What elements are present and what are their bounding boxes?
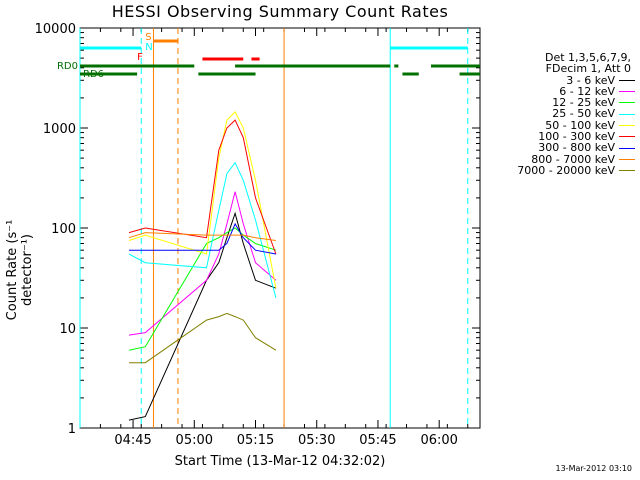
y-tick-label: 100 xyxy=(51,222,76,237)
y-tick-label: 1000 xyxy=(43,122,76,137)
x-tick-label: 04:45 xyxy=(114,433,151,448)
legend-item-label: 100 - 300 keV xyxy=(538,130,615,144)
legend-header-line-2: FDecim 1, Att 0 xyxy=(545,62,631,76)
legend-item-swatch xyxy=(619,79,635,81)
legend-item-swatch xyxy=(619,136,635,138)
legend-item: 300 - 800 keV xyxy=(505,141,635,155)
y-axis-label: Count Rate (s⁻¹ detector⁻¹) xyxy=(5,219,35,321)
series-line xyxy=(128,191,277,336)
rd0-flag-label: RD0 xyxy=(57,61,78,72)
legend: Det 1,3,5,6,7,9, FDecim 1, Att 0 3 - 6 k… xyxy=(505,52,635,176)
flare-flag-label: F xyxy=(137,52,143,63)
x-tick-label: 06:00 xyxy=(420,433,457,448)
legend-item-swatch xyxy=(619,91,635,93)
saa-flag-label: S xyxy=(145,32,151,43)
y-tick-label: 1 xyxy=(68,422,76,437)
legend-header-line-1: Det 1,3,5,6,7,9, xyxy=(544,51,631,64)
legend-item-label: 800 - 7000 keV xyxy=(531,152,615,166)
x-tick-label: 05:00 xyxy=(176,433,213,448)
legend-item: 50 - 100 keV xyxy=(505,118,635,132)
y-tick-label: 10000 xyxy=(35,22,76,37)
rd6-flag-label: RD6 xyxy=(83,69,104,80)
legend-item-swatch xyxy=(619,113,635,115)
legend-item-label: 25 - 50 keV xyxy=(552,107,615,121)
series-line xyxy=(128,111,277,289)
legend-item-swatch xyxy=(619,170,635,172)
series-line xyxy=(129,222,276,255)
legend-item-label: 50 - 100 keV xyxy=(545,118,615,132)
legend-item-label: 300 - 800 keV xyxy=(538,141,615,155)
x-tick-label: 05:30 xyxy=(298,433,335,448)
series-line xyxy=(128,227,277,351)
x-tick-label: 05:15 xyxy=(237,433,274,448)
legend-item-label: 7000 - 20000 keV xyxy=(517,163,615,177)
legend-item: 100 - 300 keV xyxy=(505,131,635,142)
x-axis-label: Start Time (13-Mar-12 04:32:02) xyxy=(174,454,386,469)
legend-item-label: 12 - 25 keV xyxy=(552,96,615,110)
series-line xyxy=(128,211,277,421)
legend-item: 3 - 6 keV xyxy=(505,73,635,87)
plot-frame xyxy=(79,27,481,429)
chart-title: HESSI Observing Summary Count Rates xyxy=(111,2,449,21)
y-tick-label: 10 xyxy=(59,322,76,337)
legend-item-swatch xyxy=(619,124,635,126)
series-line xyxy=(129,312,277,364)
series-line xyxy=(128,119,277,255)
night-flag-label: N xyxy=(145,42,152,53)
series-line xyxy=(128,232,276,241)
legend-item-label: 3 - 6 keV xyxy=(566,73,615,87)
legend-item: 25 - 50 keV xyxy=(505,107,635,121)
plot-timestamp: 13-Mar-2012 03:10 xyxy=(555,464,633,473)
legend-item: 12 - 25 keV xyxy=(505,97,635,108)
legend-item-swatch xyxy=(619,147,635,149)
x-tick-label: 05:45 xyxy=(359,433,396,448)
series-line xyxy=(128,161,277,299)
legend-item-swatch xyxy=(619,158,635,160)
legend-item-label: 6 - 12 keV xyxy=(559,84,615,98)
legend-item: 6 - 12 keV xyxy=(505,86,635,97)
legend-item-swatch xyxy=(619,102,635,104)
legend-item: 7000 - 20000 keV xyxy=(505,165,635,176)
legend-item: 800 - 7000 keV xyxy=(505,152,635,166)
